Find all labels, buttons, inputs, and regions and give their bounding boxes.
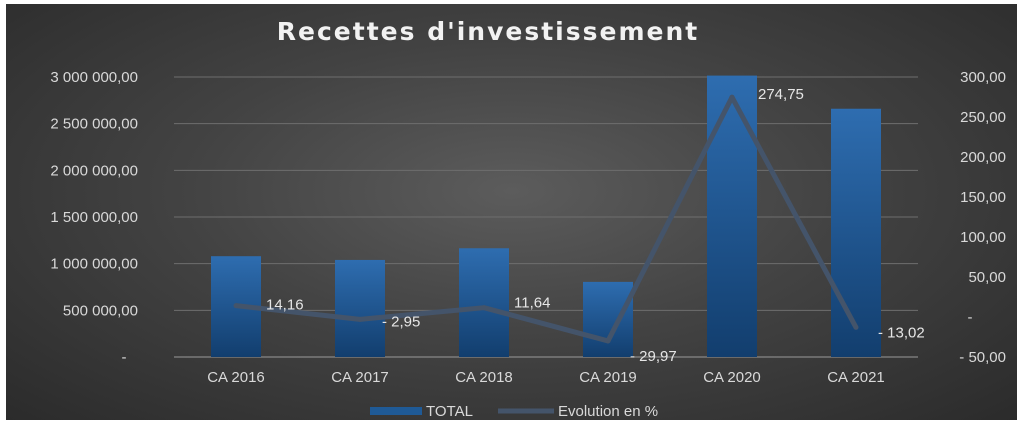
x-category-label: CA 2019 xyxy=(579,369,637,386)
line-point xyxy=(605,338,611,344)
chart-area: Recettes d'investissement 14,16 - 2,95 11,… xyxy=(6,4,1017,420)
data-label: - 2,95 xyxy=(382,313,420,330)
bars-total xyxy=(211,75,881,357)
bar-total xyxy=(583,281,633,357)
x-category-label: CA 2020 xyxy=(703,369,761,386)
bar-total xyxy=(459,248,509,357)
x-axis: CA 2016 CA 2017 CA 2018 CA 2019 CA 2020 CA 20… xyxy=(207,369,885,386)
line-point xyxy=(729,94,735,100)
y-left-tick-label: 2 500 000,00 xyxy=(50,116,138,133)
y-right-tick-label: 150,00 xyxy=(960,189,1006,206)
line-point xyxy=(233,303,239,309)
y-right-tick-label: 250,00 xyxy=(960,109,1006,126)
x-category-label: CA 2017 xyxy=(331,369,389,386)
y-right-tick-label: 100,00 xyxy=(960,229,1006,246)
line-point xyxy=(357,316,363,322)
data-label: - 29,97 xyxy=(630,348,677,365)
y-left-tick-label: 500 000,00 xyxy=(63,302,138,319)
legend-swatch-total xyxy=(370,407,422,415)
chart-title: Recettes d'investissement xyxy=(277,17,699,46)
gridlines xyxy=(174,76,918,358)
y-axis-left: - 500 000,00 1 000 000,00 1 500 000,00 2 000… xyxy=(50,69,138,366)
y-left-tick-label: 1 500 000,00 xyxy=(50,209,138,226)
y-right-tick-label: - xyxy=(968,309,973,326)
legend: TOTAL Evolution en % xyxy=(370,403,658,420)
data-label: 274,75 xyxy=(758,86,804,103)
y-right-tick-label: 50,00 xyxy=(968,269,1006,286)
bar-total xyxy=(335,259,385,357)
y-right-tick-label: 300,00 xyxy=(960,69,1006,86)
y-left-tick-label: - xyxy=(122,349,127,366)
bar-total xyxy=(831,108,881,357)
line-evolution xyxy=(233,94,859,344)
line-point xyxy=(481,305,487,311)
bar-total xyxy=(707,75,757,357)
y-left-tick-label: 2 000 000,00 xyxy=(50,162,138,179)
line-point xyxy=(853,324,859,330)
y-left-tick-label: 3 000 000,00 xyxy=(50,69,138,86)
data-labels: 14,16 - 2,95 11,64 - 29,97 274,75 - 13,02 xyxy=(266,86,925,365)
y-left-tick-label: 1 000 000,00 xyxy=(50,256,138,273)
data-label: 11,64 xyxy=(514,295,550,312)
data-label: 14,16 xyxy=(266,297,304,314)
legend-label-total: TOTAL xyxy=(426,403,473,420)
x-category-label: CA 2021 xyxy=(827,369,885,386)
x-category-label: CA 2018 xyxy=(455,369,513,386)
line-evolution-path xyxy=(235,94,859,344)
y-right-tick-label: - 50,00 xyxy=(959,349,1006,366)
x-category-label: CA 2016 xyxy=(207,369,265,386)
combo-chart: Recettes d'investissement 14,16 - 2,95 11,… xyxy=(50,17,1006,420)
legend-label-evolution: Evolution en % xyxy=(558,403,658,420)
data-label: - 13,02 xyxy=(878,324,925,341)
y-right-tick-label: 200,00 xyxy=(960,149,1006,166)
y-axis-right: - 50,00 - 50,00 100,00 150,00 200,00 250,00 300… xyxy=(959,69,1006,366)
